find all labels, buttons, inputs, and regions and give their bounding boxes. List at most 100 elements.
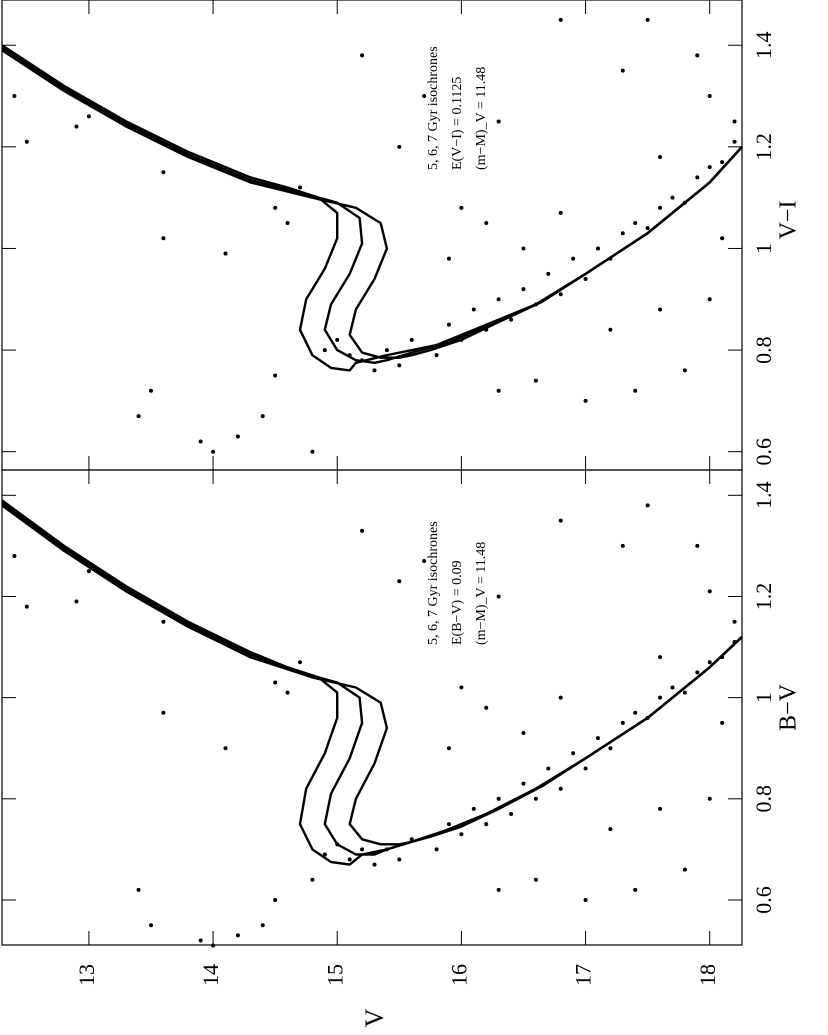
star xyxy=(595,736,600,741)
star xyxy=(707,589,712,594)
isochrone xyxy=(1,46,743,364)
star xyxy=(24,139,29,144)
star xyxy=(658,655,663,660)
star xyxy=(571,751,576,756)
star xyxy=(446,322,451,327)
star xyxy=(558,17,563,22)
star xyxy=(645,17,650,22)
star xyxy=(260,414,265,419)
star xyxy=(707,94,712,99)
star xyxy=(360,847,365,852)
star xyxy=(360,53,365,58)
x-axis-label: V xyxy=(360,1008,389,1027)
star xyxy=(658,205,663,210)
star xyxy=(223,746,228,751)
y-axis-label: B−V xyxy=(776,683,802,731)
x-tick-label: 17 xyxy=(571,964,596,986)
star xyxy=(558,695,563,700)
star xyxy=(732,619,737,624)
star xyxy=(86,114,91,119)
star xyxy=(732,639,737,644)
plot-frame xyxy=(1,469,743,946)
star xyxy=(496,388,501,393)
star xyxy=(645,715,650,720)
star xyxy=(86,569,91,574)
star xyxy=(682,690,687,695)
star xyxy=(422,559,427,564)
star xyxy=(521,287,526,292)
star xyxy=(571,256,576,261)
star xyxy=(595,246,600,251)
star xyxy=(74,599,79,604)
star xyxy=(496,887,501,892)
x-tick-label: 18 xyxy=(695,964,720,986)
x-tick-label: 13 xyxy=(74,964,99,986)
star xyxy=(670,685,675,690)
y-tick-label: 1 xyxy=(751,243,776,254)
star xyxy=(546,271,551,276)
star xyxy=(633,710,638,715)
star xyxy=(633,221,638,226)
star xyxy=(608,256,613,261)
star xyxy=(409,837,414,842)
star xyxy=(695,543,700,548)
star xyxy=(335,337,340,342)
x-tick-label: 16 xyxy=(446,964,471,986)
star xyxy=(297,185,302,190)
isochrone xyxy=(1,44,743,372)
y-tick-label: 0.8 xyxy=(751,785,776,813)
star xyxy=(310,877,315,882)
star xyxy=(347,857,352,862)
star xyxy=(347,353,352,358)
y-tick-label: 1.2 xyxy=(751,133,776,161)
star xyxy=(620,543,625,548)
star xyxy=(695,53,700,58)
star xyxy=(273,205,278,210)
star xyxy=(496,796,501,801)
star xyxy=(372,368,377,373)
star xyxy=(384,348,389,353)
star xyxy=(24,604,29,609)
annotation: 5, 6, 7 Gyr isochrones xyxy=(426,521,441,645)
star xyxy=(360,528,365,533)
star xyxy=(136,414,141,419)
star xyxy=(521,246,526,251)
star xyxy=(484,221,489,226)
star xyxy=(310,449,315,454)
star xyxy=(658,155,663,160)
star xyxy=(12,94,17,99)
annotation: 5, 6, 7 Gyr isochrones xyxy=(426,46,441,170)
star xyxy=(161,236,166,241)
star xyxy=(335,842,340,847)
star xyxy=(707,796,712,801)
star xyxy=(297,660,302,665)
star xyxy=(533,378,538,383)
star xyxy=(372,862,377,867)
star xyxy=(682,200,687,205)
star xyxy=(459,337,464,342)
y-axis-label: V−I xyxy=(776,201,802,240)
star xyxy=(446,256,451,261)
star xyxy=(707,165,712,170)
star xyxy=(720,720,725,725)
star xyxy=(446,822,451,827)
star xyxy=(509,317,514,322)
isochrone xyxy=(1,499,743,866)
star xyxy=(633,388,638,393)
star xyxy=(409,337,414,342)
star xyxy=(720,655,725,660)
star xyxy=(682,368,687,373)
star xyxy=(658,806,663,811)
star xyxy=(558,786,563,791)
annotation: (m−M)_V = 11.48 xyxy=(474,542,489,645)
star xyxy=(161,710,166,715)
star xyxy=(695,175,700,180)
annotation: E(V−I) = 0.1125 xyxy=(450,77,465,170)
star xyxy=(533,877,538,882)
star xyxy=(273,373,278,378)
x-tick-label: 15 xyxy=(322,964,347,986)
star xyxy=(558,518,563,523)
star xyxy=(459,832,464,837)
isochrone xyxy=(1,49,743,359)
